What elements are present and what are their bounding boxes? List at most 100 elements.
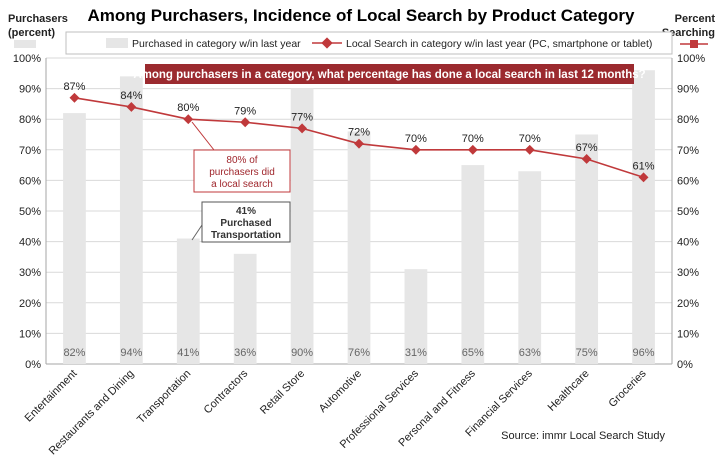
callout-purchased-line3: Transportation (211, 230, 281, 241)
right-tick-label: 70% (677, 145, 699, 157)
legend-bar-swatch (106, 38, 128, 48)
callout-search-line2: purchasers did (209, 167, 275, 178)
legend-line-marker (321, 37, 333, 49)
right-tick-label: 10% (677, 328, 699, 340)
category-label: Automotive (317, 368, 364, 415)
right-tick-label: 40% (677, 237, 699, 249)
bar (233, 253, 257, 364)
line-value-label: 70% (462, 133, 484, 145)
line-point (410, 144, 421, 155)
left-axis-ticks: 0% 10% 20% 30% 40% 50% 60% 70% 80% 90% 100% (13, 53, 41, 371)
line-value-label: 70% (519, 133, 541, 145)
bar (347, 131, 371, 364)
left-tick-label: 20% (19, 298, 41, 310)
right-tick-label: 100% (677, 53, 705, 65)
line-point (467, 144, 478, 155)
line-value-label: 84% (120, 90, 142, 102)
right-tick-label: 80% (677, 114, 699, 126)
legend-box (65, 31, 673, 55)
left-axis-title-line2: (percent) (8, 27, 55, 39)
line-point (524, 144, 535, 155)
line-value-label: 70% (405, 133, 427, 145)
bar (575, 134, 599, 364)
line-value-label: 87% (63, 81, 85, 93)
left-tick-label: 0% (25, 359, 41, 371)
bar-value-label: 76% (348, 347, 370, 359)
callout-search-leader (191, 121, 215, 151)
line-point (126, 102, 137, 112)
line-value-label: 72% (348, 127, 370, 139)
bar-value-label: 94% (120, 347, 142, 359)
bar-value-label: 96% (633, 347, 655, 359)
left-tick-label: 90% (19, 84, 41, 96)
left-tick-label: 80% (19, 114, 41, 126)
right-axis-ticks: 0% 10% 20% 30% 40% 50% 60% 70% 80% 90% 100% (677, 53, 705, 371)
line-value-label: 67% (576, 142, 598, 154)
bar-value-label: 65% (462, 347, 484, 359)
left-tick-label: 60% (19, 175, 41, 187)
legend-bar-label: Purchased in category w/in last year (132, 38, 301, 50)
callout-search: 80% of purchasers did a local search (191, 121, 291, 193)
category-label: Transportation (135, 368, 193, 426)
bar-value-label: 82% (63, 347, 85, 359)
bar-value-label: 63% (519, 347, 541, 359)
callout-purchased-line1: 41% (236, 206, 256, 217)
bar (176, 238, 200, 364)
bar (632, 70, 655, 365)
bar (518, 171, 542, 364)
line-labels: 87% 84% 80% 79% 77% 72% 70% 70% 70% 67% 61% (63, 81, 654, 173)
bars (63, 70, 655, 365)
left-tick-label: 10% (19, 328, 41, 340)
callout-purchased: 41% Purchased Transportation (191, 201, 291, 243)
line-value-label: 80% (177, 102, 199, 114)
line-point (240, 117, 251, 128)
line-point (183, 114, 194, 125)
callout-search-box (193, 149, 291, 193)
left-tick-label: 40% (19, 237, 41, 249)
right-tick-label: 0% (677, 359, 693, 371)
bar-value-label: 75% (576, 347, 598, 359)
right-tick-label: 50% (677, 206, 699, 218)
bar-value-label: 31% (405, 347, 427, 359)
banner: Among purchasers in a category, what per… (133, 64, 646, 84)
bar-value-label: 90% (291, 347, 313, 359)
callout-search-line3: a local search (211, 179, 273, 190)
bar-value-label: 36% (234, 347, 256, 359)
line-point (69, 92, 80, 103)
chart-title: Among Purchasers, Incidence of Local Sea… (88, 6, 636, 25)
bar (119, 76, 143, 365)
category-label: Healthcare (546, 368, 592, 414)
line-point (581, 154, 592, 164)
bar (404, 269, 428, 364)
right-tick-label: 60% (677, 175, 699, 187)
category-label: Groceries (606, 367, 649, 410)
line-value-label: 79% (234, 105, 256, 117)
bar (290, 88, 314, 364)
line-value-label: 61% (633, 160, 655, 172)
bar (63, 113, 86, 364)
right-axis-legend-marker (690, 40, 698, 48)
callout-purchased-line2: Purchased (220, 218, 271, 229)
left-tick-label: 100% (13, 53, 41, 65)
line-point (638, 172, 649, 183)
callout-search-line1: 80% of (226, 155, 257, 166)
right-axis-title-line1: Percent (675, 13, 716, 25)
legend-line-label: Local Search in category w/in last year … (346, 38, 652, 50)
left-tick-label: 30% (19, 267, 41, 279)
category-label: Contractors (202, 367, 251, 416)
line-point (297, 123, 308, 134)
legend: Purchased in category w/in last year Loc… (65, 31, 673, 55)
line-series (69, 92, 649, 183)
banner-text: Among purchasers in a category, what per… (133, 69, 645, 81)
banner-box (145, 64, 634, 84)
right-tick-label: 30% (677, 267, 699, 279)
callout-purchased-box (201, 201, 291, 243)
left-tick-label: 50% (19, 206, 41, 218)
bar-labels: 82% 94% 41% 36% 90% 76% 31% 65% 63% 75% 96% (63, 347, 654, 359)
line-value-label: 77% (291, 111, 313, 123)
right-axis-title-line2: Searching (662, 27, 715, 39)
left-axis-legend-swatch (14, 40, 36, 48)
category-label: Retail Store (258, 368, 307, 417)
category-label: Entertainment (23, 368, 80, 425)
